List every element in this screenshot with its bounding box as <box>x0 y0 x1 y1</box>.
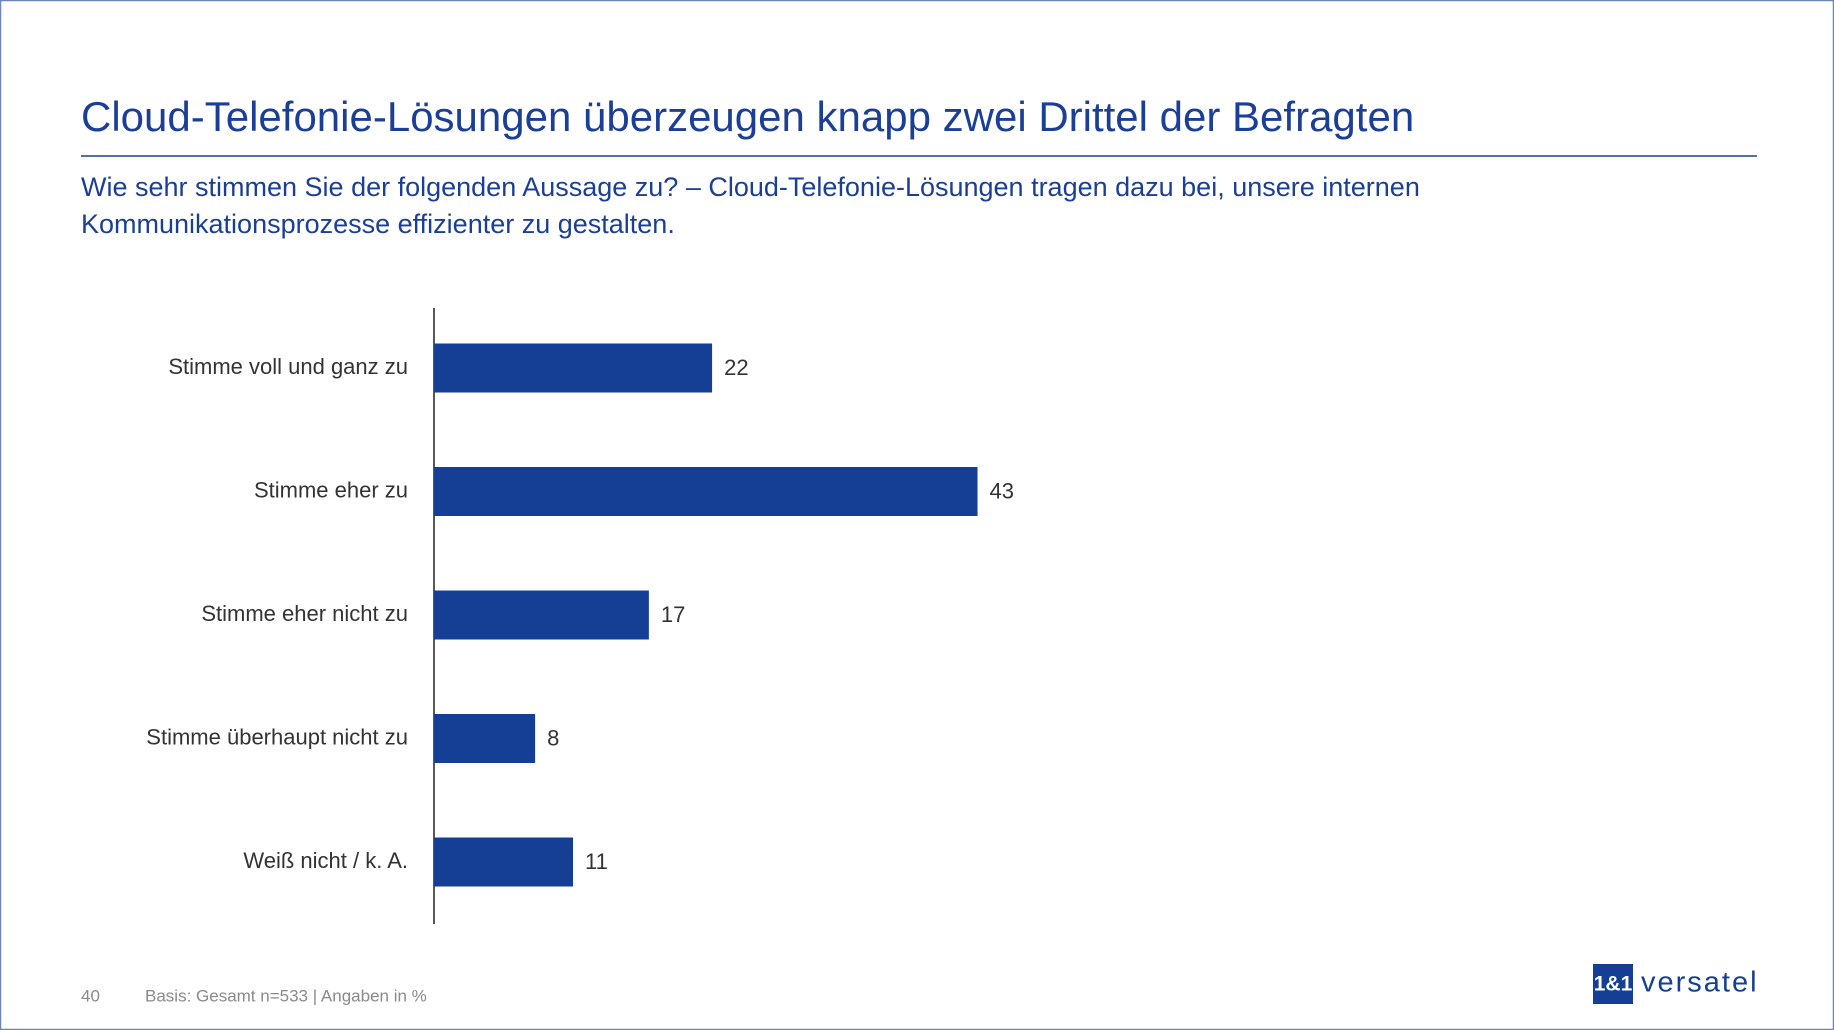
subtitle: Kommunikationsprozesse effizienter zu ge… <box>81 209 675 239</box>
value-label: 17 <box>661 602 685 627</box>
value-label: 43 <box>990 478 1014 503</box>
bar <box>434 590 649 640</box>
category-label: Stimme eher nicht zu <box>201 601 408 626</box>
category-label: Stimme eher zu <box>254 477 408 502</box>
chart-title: Cloud-Telefonie-Lösungen überzeugen knap… <box>81 93 1414 140</box>
bar <box>434 714 536 763</box>
page-number: 40 <box>81 986 100 1005</box>
subtitle: Wie sehr stimmen Sie der folgenden Aussa… <box>81 172 1420 202</box>
value-label: 8 <box>547 725 559 750</box>
logo-text: versatel <box>1641 967 1759 999</box>
logo-box <box>1593 964 1633 1004</box>
category-label: Stimme überhaupt nicht zu <box>146 724 408 749</box>
value-label: 22 <box>724 355 748 380</box>
logo-mark: 1&1 <box>1594 973 1633 996</box>
footnote: Basis: Gesamt n=533 | Angaben in % <box>145 986 427 1005</box>
bar <box>434 467 978 516</box>
bar <box>434 343 713 393</box>
category-label: Stimme voll und ganz zu <box>168 354 408 379</box>
bar <box>434 837 574 887</box>
value-label: 11 <box>585 849 608 874</box>
plot: Stimme voll und ganz zu 22 Stimme eher zu 4… <box>146 343 1014 887</box>
category-label: Weiß nicht / k. A. <box>243 848 408 873</box>
